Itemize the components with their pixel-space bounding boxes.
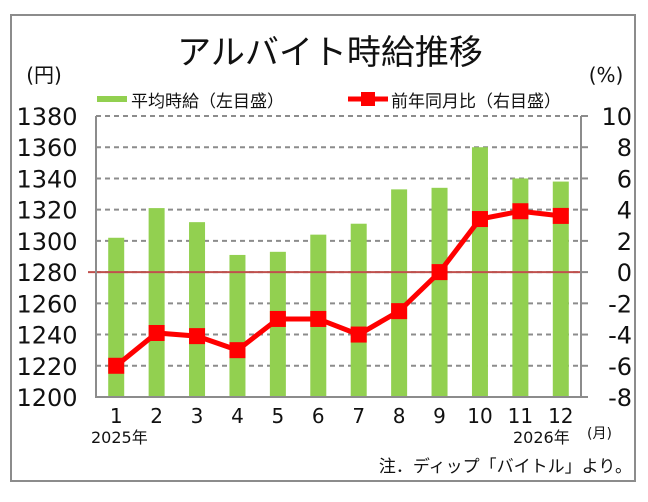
legend: 平均時給（左目盛） 前年同月比（右目盛） — [97, 92, 561, 112]
right-tick-label: 4 — [617, 197, 632, 225]
x-tick-label: 3 — [191, 404, 204, 428]
left-tick-label: 1240 — [16, 322, 77, 350]
left-tick-label: 1220 — [16, 353, 77, 381]
right-tick-label: -4 — [608, 322, 632, 350]
line-marker — [189, 328, 206, 345]
right-tick-label: -2 — [608, 290, 632, 318]
x-tick-label: 4 — [231, 404, 244, 428]
legend-bar-label: 平均時給（左目盛） — [131, 92, 284, 112]
legend-line-swatch-icon — [348, 92, 388, 106]
line-marker — [431, 264, 448, 281]
left-tick-label: 1360 — [16, 134, 77, 162]
bar — [148, 208, 165, 397]
x-tick-label: 1 — [110, 404, 123, 428]
left-tick-label: 1200 — [16, 384, 77, 412]
x-tick-label: 5 — [272, 404, 285, 428]
bar — [431, 187, 448, 397]
line-marker — [269, 310, 286, 327]
right-axis-ticks: 10 8 6 4 2 0 -2 -4 -6 -8 — [601, 103, 632, 412]
left-axis-unit: (円) — [26, 63, 62, 87]
right-tick-label: -6 — [608, 353, 632, 381]
bar — [108, 237, 125, 397]
line-marker — [108, 357, 125, 374]
x-tick-label: 9 — [433, 404, 446, 428]
line-marker — [229, 342, 246, 359]
right-axis-unit: (%) — [589, 63, 624, 87]
right-tick-label: 10 — [601, 103, 632, 131]
line-marker — [310, 310, 327, 327]
x-tick-label: 2 — [150, 404, 163, 428]
left-tick-label: 1320 — [16, 197, 77, 225]
line-marker — [471, 211, 488, 228]
left-tick-label: 1380 — [16, 103, 77, 131]
bar — [512, 178, 529, 397]
axes — [95, 115, 588, 398]
right-tick-label: 8 — [617, 134, 632, 162]
x-tick-label: 6 — [312, 404, 325, 428]
x-tick-label: 12 — [548, 404, 573, 428]
year-label-end: 2026年 — [513, 428, 570, 447]
x-tick-label: 11 — [508, 404, 533, 428]
bar — [229, 254, 246, 397]
year-label-start: 2025年 — [91, 428, 148, 447]
x-tick-label: 10 — [467, 404, 492, 428]
legend-line-label: 前年同月比（右目盛） — [391, 92, 561, 112]
chart-title: アルバイト時給推移 — [177, 33, 483, 73]
line-marker — [350, 326, 367, 343]
bar — [552, 181, 569, 397]
left-axis-ticks: 1380 1360 1340 1320 1300 1280 1260 1240 1220 1200 — [16, 103, 77, 412]
legend-bar-swatch-icon — [97, 96, 127, 102]
line-path — [114, 208, 562, 368]
line-marker — [552, 207, 569, 224]
left-tick-label: 1340 — [16, 165, 77, 193]
x-tick-label: 8 — [393, 404, 406, 428]
right-tick-label: 6 — [617, 165, 632, 193]
left-tick-label: 1260 — [16, 290, 77, 318]
bar — [391, 189, 408, 397]
left-tick-label: 1280 — [16, 259, 77, 287]
x-axis-ticks: 1 2 3 4 5 6 7 8 9 10 11 12 — [110, 404, 574, 428]
right-tick-label: 0 — [617, 259, 632, 287]
source-note: 注．ディップ「バイトル」より。 — [379, 456, 632, 477]
bar — [189, 222, 206, 397]
bar — [350, 223, 367, 397]
left-tick-label: 1300 — [16, 228, 77, 256]
line-series — [108, 203, 569, 374]
x-tick-label: 7 — [352, 404, 365, 428]
line-marker — [512, 203, 529, 220]
line-marker — [148, 324, 165, 341]
right-tick-label: -8 — [608, 384, 632, 412]
line-marker — [391, 303, 408, 320]
month-unit-label: (月) — [587, 426, 612, 442]
right-tick-label: 2 — [617, 228, 632, 256]
